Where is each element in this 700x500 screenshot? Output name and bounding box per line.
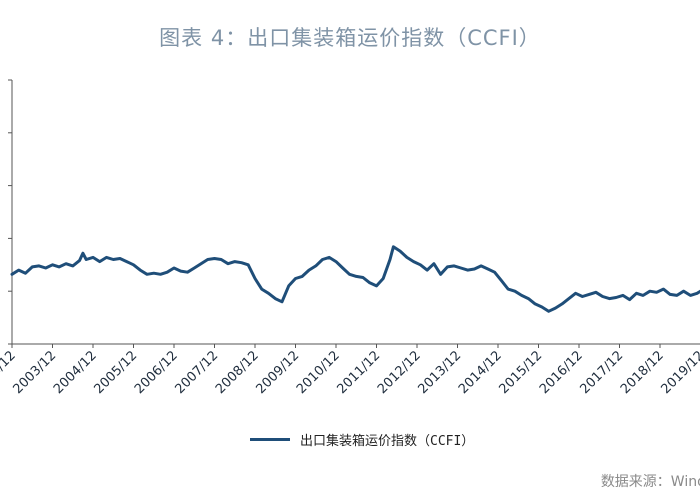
x-tick-label: 2019/12 — [659, 348, 700, 397]
source-note: 数据来源：Wind — [600, 474, 700, 490]
series-layer — [10, 245, 700, 313]
x-tick-label: 2013/12 — [416, 348, 465, 397]
x-tick-label: 2012/12 — [375, 348, 424, 397]
x-tick-label: 2004/12 — [51, 348, 100, 397]
x-tick-label: 2015/12 — [497, 348, 546, 397]
legend-swatch — [250, 437, 290, 441]
series-line-0 — [10, 245, 700, 313]
chart-title: 图表 4：出口集装箱运价指数（CCFI） — [159, 26, 541, 50]
x-tick-label: 2003/12 — [11, 348, 60, 397]
x-tick-label: 2008/12 — [213, 348, 262, 397]
x-tick-label: 2005/12 — [92, 348, 141, 397]
x-tick-label: 2011/12 — [335, 348, 384, 397]
chart-axes — [8, 79, 700, 348]
x-tick-label: 2017/12 — [578, 348, 627, 397]
x-tick-label: 2016/12 — [537, 348, 586, 397]
x-tick-label: 2007/12 — [173, 348, 222, 397]
x-tick-label: 2006/12 — [132, 348, 181, 397]
x-tick-label: 2010/12 — [294, 348, 343, 397]
x-tick-label: 2009/12 — [254, 348, 303, 397]
x-tick-label: 2014/12 — [456, 348, 505, 397]
x-tick-label: 2018/12 — [618, 348, 667, 397]
x-tick-labels: 2002/122003/122004/122005/122006/122007/… — [0, 348, 700, 397]
legend: 出口集装箱运价指数（CCFI） — [250, 429, 474, 449]
legend-label: 出口集装箱运价指数（CCFI） — [300, 433, 475, 449]
